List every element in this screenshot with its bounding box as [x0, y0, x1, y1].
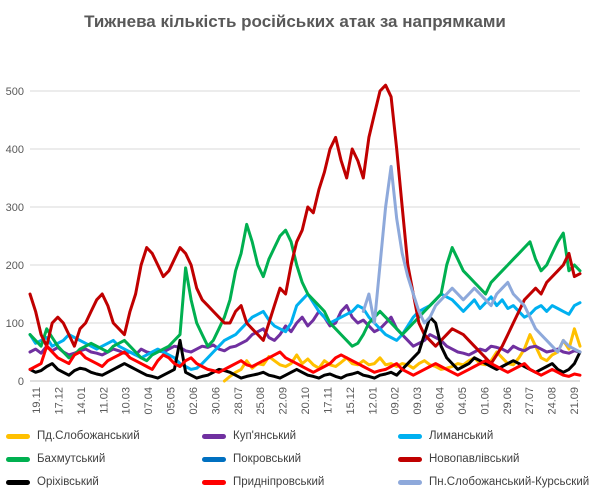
legend-item: Придніпровський [202, 476, 398, 488]
x-tick-label: 06.04 [435, 387, 447, 415]
x-tick-label: 14.01 [76, 387, 88, 415]
line-chart: 0 100 200 300 400 500 19.11 17.12 14.01 11.02 10.0… [6, 83, 582, 415]
y-tick-label: 0 [18, 376, 24, 388]
legend-label: Бахмутський [37, 453, 106, 465]
x-tick-label: 24.08 [547, 387, 559, 415]
y-tick-label: 100 [6, 318, 24, 330]
legend-item: Пн.Слобожанський-Курсьский [398, 476, 590, 488]
x-tick-label: 11.02 [98, 387, 110, 414]
legend: Пд.Слобожанський Куп'янський Лиманський Бах… [6, 430, 590, 488]
legend-swatch [398, 456, 422, 462]
chart-title: Тижнева кількість російських атак за нап… [84, 12, 506, 31]
legend-swatch [6, 433, 30, 439]
axes: 0 100 200 300 400 500 19.11 17.12 14.01 11.02 10.0… [6, 86, 581, 415]
x-tick-label: 04.05 [457, 387, 469, 415]
x-tick-label: 17.11 [322, 387, 334, 414]
legend-swatch [6, 479, 30, 485]
legend-swatch [398, 479, 422, 485]
legend-item: Оріхівський [6, 476, 202, 488]
series-line-3 [28, 222, 582, 363]
legend-swatch [6, 456, 30, 462]
legend-swatch [398, 433, 422, 439]
y-tick-label: 200 [6, 260, 24, 272]
legend-label: Покровський [233, 453, 302, 465]
legend-label: Пд.Слобожанський [37, 430, 140, 442]
x-tick-label: 07.04 [143, 387, 155, 415]
legend-label: Куп'янський [233, 430, 297, 442]
x-tick-label: 28.07 [233, 387, 245, 415]
x-tick-label: 09.02 [390, 387, 402, 415]
legend-item: Пд.Слобожанський [6, 430, 202, 442]
legend-label: Пн.Слобожанський-Курсьский [429, 476, 590, 488]
x-tick-label: 25.08 [255, 387, 267, 415]
x-tick-label: 19.11 [31, 387, 43, 414]
legend-item: Покровський [202, 453, 398, 465]
legend-item: Куп'янський [202, 430, 398, 442]
gridlines [30, 90, 580, 382]
legend-label: Новопавлівський [429, 453, 520, 465]
x-tick-label: 20.10 [300, 387, 312, 415]
legend-swatch [202, 433, 226, 439]
legend-label: Оріхівський [37, 476, 99, 488]
x-tick-label: 09.03 [412, 387, 424, 415]
y-tick-label: 400 [6, 144, 24, 156]
series-line-7 [28, 344, 582, 378]
legend-label: Придніпровський [233, 476, 325, 488]
x-tick-label: 12.01 [367, 387, 379, 415]
x-tick-label: 22.09 [278, 387, 290, 415]
x-tick-label: 02.06 [188, 387, 200, 415]
x-tick-label: 30.06 [210, 387, 222, 415]
x-tick-label: 27.07 [524, 387, 536, 415]
legend-swatch [202, 456, 226, 462]
legend-label: Лиманський [429, 430, 494, 442]
x-tick-label: 10.03 [121, 387, 133, 415]
series-line-0 [222, 327, 582, 383]
series-line-6 [28, 315, 582, 380]
x-tick-label: 21.09 [569, 387, 581, 415]
x-tick-label: 05.05 [166, 387, 178, 415]
x-tick-label: 29.06 [502, 387, 514, 415]
y-tick-label: 300 [6, 202, 24, 214]
legend-item: Лиманський [398, 430, 590, 442]
legend-item: Новопавлівський [398, 453, 590, 465]
legend-swatch [202, 479, 226, 485]
x-tick-label: 17.12 [53, 387, 65, 415]
y-tick-label: 500 [6, 86, 24, 98]
x-tick-label: 01.06 [479, 387, 491, 415]
series-lines [28, 83, 582, 383]
series-line-2 [28, 292, 582, 371]
series-line-8 [361, 164, 582, 354]
x-tick-label: 15.12 [345, 387, 357, 415]
legend-item: Бахмутський [6, 453, 202, 465]
